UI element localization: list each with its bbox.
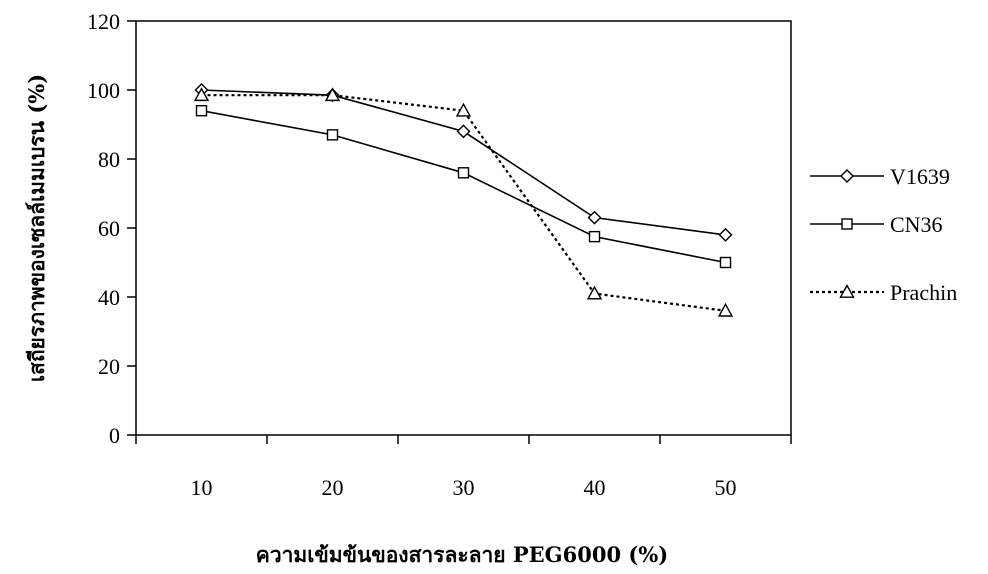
data-point-prachin — [586, 285, 603, 300]
x-tick-label: 10 — [191, 475, 213, 500]
y-tick-label: 120 — [87, 9, 120, 34]
plot-border — [135, 20, 792, 436]
y-tick-label: 60 — [98, 216, 120, 241]
data-point-v1639 — [456, 124, 471, 139]
data-point-cn36 — [195, 104, 208, 117]
y-tick-label: 40 — [98, 285, 120, 310]
y-tick-label: 0 — [109, 423, 120, 448]
data-point-v1639 — [587, 210, 602, 225]
data-point-cn36 — [719, 256, 732, 269]
series-layer — [193, 83, 734, 317]
y-tick-label: 20 — [98, 354, 120, 379]
y-axis-title: เสถียรภาพของเซลล์เมมเบรน (%) — [24, 74, 49, 382]
x-tick-label: 50 — [715, 475, 737, 500]
plot-area — [135, 20, 792, 436]
data-point-prachin — [324, 87, 341, 102]
y-tick-label: 100 — [87, 78, 120, 103]
data-point-prachin — [193, 87, 210, 102]
data-point-prachin — [455, 102, 472, 117]
x-axis-title: ความเข้มข้นของสารละลาย PEG6000 (%) — [256, 542, 668, 567]
legend-item-cn36: CN36 — [810, 212, 943, 237]
legend-marker-v1639 — [840, 169, 854, 183]
legend-label-v1639: V1639 — [890, 164, 950, 189]
data-point-cn36 — [457, 167, 470, 179]
data-point-prachin — [717, 302, 734, 317]
y-tick-label: 80 — [98, 147, 120, 172]
data-point-cn36 — [588, 230, 601, 243]
y-axis: 0 20 40 60 80 100 120 — [87, 9, 136, 448]
data-point-cn36 — [326, 129, 339, 141]
series-cn36 — [195, 104, 732, 269]
legend-label-cn36: CN36 — [890, 212, 943, 237]
legend: V1639 CN36 Prachin — [810, 164, 957, 305]
legend-label-prachin: Prachin — [890, 280, 957, 305]
data-point-v1639 — [718, 227, 733, 242]
series-prachin — [193, 87, 734, 317]
legend-marker-cn36 — [841, 218, 853, 230]
legend-item-v1639: V1639 — [810, 164, 950, 189]
x-tick-label: 20 — [322, 475, 344, 500]
x-tick-label: 40 — [584, 475, 606, 500]
x-axis: 10 20 30 40 50 — [135, 435, 792, 500]
x-tick-label: 30 — [453, 475, 475, 500]
legend-item-prachin: Prachin — [810, 280, 957, 305]
legend-marker-prachin — [839, 284, 855, 298]
